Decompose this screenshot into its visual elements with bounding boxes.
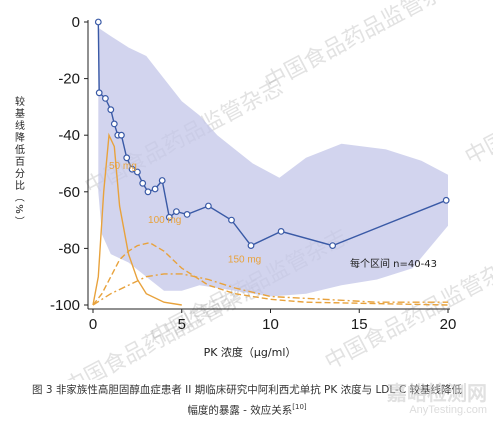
dose-label: 150 mg [228, 255, 261, 266]
caption-line-2: 幅度的暴露 - 效应关系 [187, 404, 293, 417]
y-axis-label-char: 较 [15, 95, 25, 108]
response-point [94, 18, 102, 26]
figure-caption: 图 3 非家族性高胆固醇血症患者 II 期临床研究中阿利西尤单抗 PK 浓度与 … [8, 382, 486, 420]
response-point [95, 89, 103, 97]
y-tick-label: 0 [72, 14, 80, 31]
response-point [123, 154, 131, 162]
response-point [165, 213, 173, 221]
y-tick-label: -60 [58, 184, 80, 201]
response-point [151, 185, 159, 193]
pk-curve-150-mg [92, 273, 448, 306]
y-axis-label-char: 低 [15, 143, 25, 156]
y-axis-label-char: 分 [15, 168, 25, 180]
y-tick-label: -40 [58, 127, 80, 144]
x-tick-label: 0 [89, 316, 97, 333]
x-tick-label: 20 [440, 316, 457, 333]
response-point [158, 177, 166, 184]
y-axis-label-char: 基 [15, 107, 25, 120]
x-axis-label: PK 浓度（μg/ml） [204, 345, 297, 359]
axes [87, 20, 450, 310]
pk-curves [92, 132, 449, 306]
response-point [117, 131, 125, 139]
y-axis-label-char: 降 [15, 131, 25, 144]
y-axis-label-char: 比 [15, 180, 25, 192]
sample-size-annotation: 每个区间 n=40-43 [350, 257, 437, 270]
response-point [204, 202, 212, 210]
dose-label: 50 mg [109, 161, 137, 172]
pk-curve-100-mg [92, 241, 449, 306]
y-tick-label: -80 [58, 240, 80, 257]
y-axis-label-char: ） [13, 216, 25, 226]
response-point [172, 208, 180, 216]
response-point [277, 227, 285, 235]
response-point [442, 196, 450, 204]
response-point [101, 94, 109, 102]
chart: 中国食品药品监管杂志中国食品药品监管杂志中国食品药品监管杂志中国食品药品监管杂志… [13, 0, 493, 380]
response-point [144, 188, 152, 196]
response-point [107, 106, 115, 114]
response-point [228, 216, 235, 224]
response-point [247, 242, 255, 250]
response-point [133, 168, 141, 176]
response-range-band [98, 27, 449, 297]
response-point [183, 210, 191, 218]
y-axis-label-char: 线 [15, 119, 25, 132]
y-axis-label-char: 百 [15, 156, 25, 168]
watermark-text: 中国食品药品监管杂志 [461, 45, 493, 170]
response-points [94, 18, 450, 250]
x-tick-label: 5 [178, 316, 186, 333]
response-point [329, 242, 337, 250]
ticks: 0 -20 -40 -60 -80 -100 0 5 10 15 20 [50, 14, 456, 333]
response-point [139, 179, 147, 187]
dose-label: 100 mg [148, 215, 181, 226]
y-axis-label-char: % [13, 204, 24, 214]
y-tick-label: -100 [50, 297, 80, 314]
watermark-text: 中国食品药品监管杂志 [261, 0, 467, 95]
response-point [110, 120, 118, 128]
caption-line-1: 图 3 非家族性高胆固醇血症患者 II 期临床研究中阿利西尤单抗 PK 浓度与 … [31, 384, 462, 396]
dose-labels: 50 mg 100 mg 150 mg [109, 161, 261, 265]
y-tick-label: -20 [58, 71, 80, 88]
x-tick-label: 10 [262, 316, 279, 333]
response-point [128, 165, 136, 173]
pk-curve-50-mg [92, 132, 182, 306]
y-axis-label-char: （ [13, 192, 25, 202]
caption-reference: [10] [292, 403, 307, 411]
x-tick-label: 15 [351, 316, 368, 333]
